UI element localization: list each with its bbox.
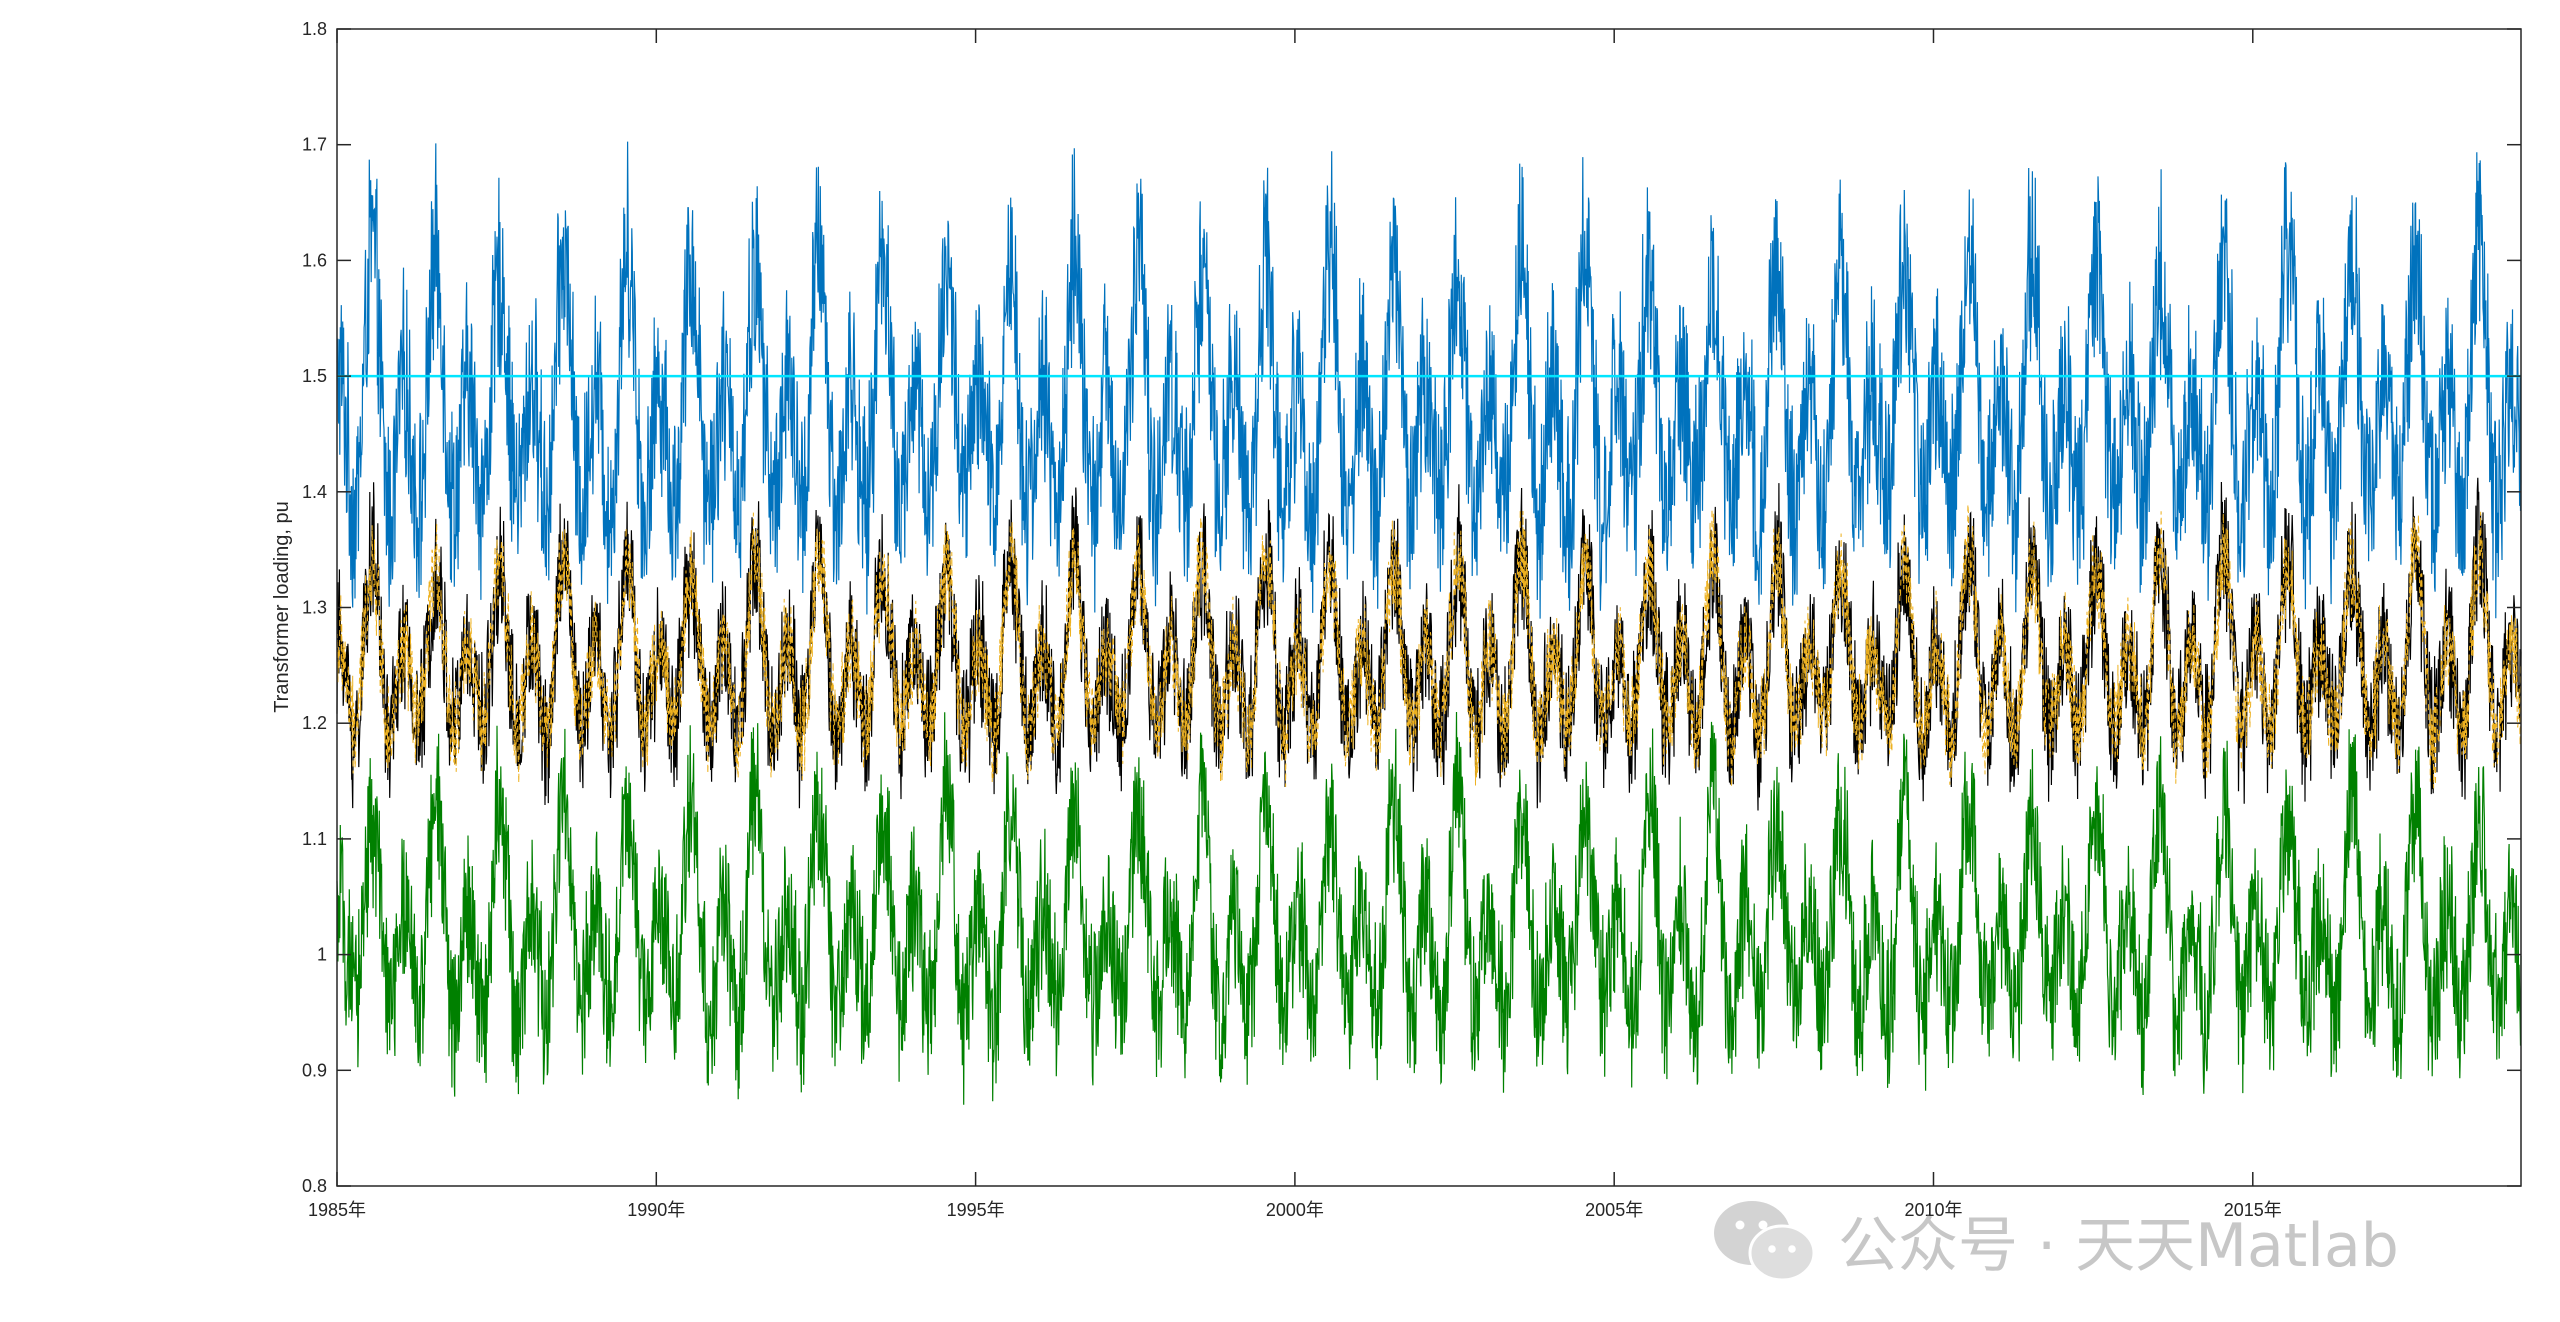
x-tick-label: 2015年 <box>2224 1200 2282 1220</box>
y-tick-label: 1 <box>317 945 327 965</box>
x-ticks: 1985年 1990年 1995年 2000年 2005年 2010年 2015年 <box>308 29 2282 1220</box>
watermark: 公众号 · 天天Matlab <box>1710 1195 2399 1285</box>
y-axis-label: Transformer loading, pu <box>271 501 293 713</box>
y-tick-label: 0.9 <box>302 1060 327 1080</box>
y-tick-label: 1.6 <box>302 250 327 270</box>
y-tick-label: 1.1 <box>302 829 327 849</box>
x-tick-label: 2010年 <box>1904 1200 1962 1220</box>
series-line-2 <box>336 477 2522 811</box>
y-tick-label: 1.3 <box>302 598 327 618</box>
x-tick-label: 1990年 <box>627 1200 685 1220</box>
plot-background <box>337 29 2521 1186</box>
y-tick-label: 1.8 <box>302 19 327 39</box>
x-tick-label: 1995年 <box>947 1200 1005 1220</box>
watermark-text: 公众号 · 天天Matlab <box>1838 1210 2399 1281</box>
wechat-icon <box>1714 1201 1816 1282</box>
series-layer <box>336 141 2522 1105</box>
x-tick-label: 1985年 <box>308 1200 366 1220</box>
series-line-4 <box>336 711 2522 1105</box>
y-tick-label: 1.2 <box>302 713 327 733</box>
x-tick-label: 2000年 <box>1266 1200 1324 1220</box>
y-tick-label: 1.5 <box>302 366 327 386</box>
series-line-3 <box>336 504 2522 789</box>
y-tick-label: 1.4 <box>302 482 327 502</box>
y-ticks: 0.8 0.9 1 1.1 1.2 1.3 1.4 1.5 1.6 1.7 1.8 <box>302 19 2521 1196</box>
series-line-1 <box>336 141 2522 619</box>
y-tick-label: 0.8 <box>302 1176 327 1196</box>
x-tick-label: 2005年 <box>1585 1200 1643 1220</box>
y-tick-label: 1.7 <box>302 135 327 155</box>
